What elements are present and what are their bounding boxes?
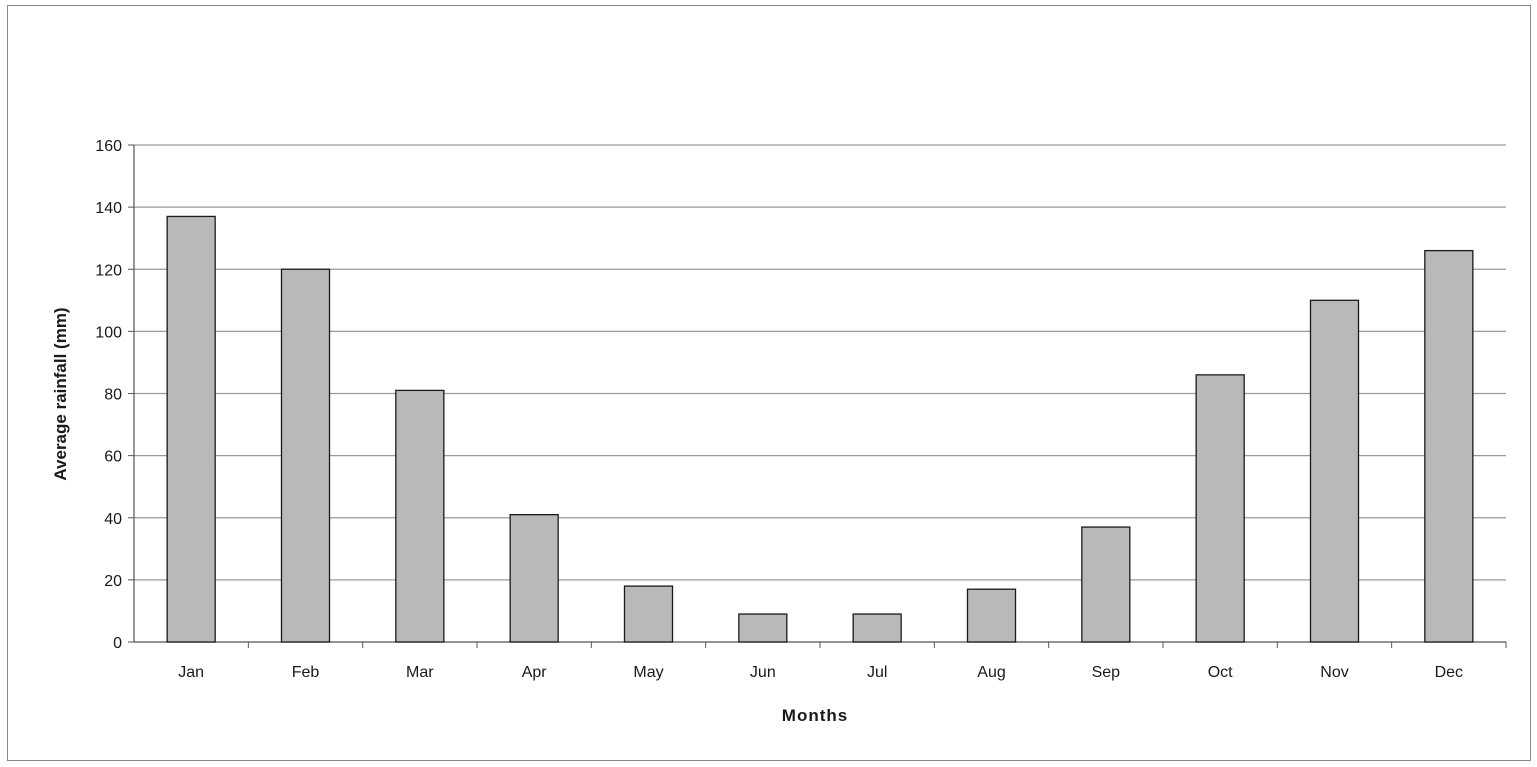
y-tick-label: 40 [104,511,122,528]
tick-labels: 0 20 40 60 80 100 120 140 160 Jan Feb Mar Apr May Jun J… [95,138,1463,681]
x-tick-label: Jul [867,664,887,681]
x-axis-title: Months [782,706,848,725]
x-tick-label: Sep [1092,664,1121,681]
x-tick-label: Jun [750,664,776,681]
y-tick-label: 120 [95,262,122,279]
x-tick-label: Jan [178,664,204,681]
y-tick-label: 20 [104,573,122,590]
y-tick-label: 60 [104,449,122,466]
y-tick-label: 100 [95,324,122,341]
bar-aug [966,588,1017,643]
y-tick-label: 160 [95,138,122,155]
bar-jan [166,215,216,643]
bar-apr [509,513,559,643]
y-axis-title: Average rainfall (mm) [51,307,70,480]
axes [128,144,1507,648]
bar-may [623,585,674,643]
bar-sep [1081,526,1131,643]
x-tick-label: Oct [1208,664,1233,681]
x-tick-label: Apr [522,664,548,681]
x-tick-label: Aug [977,664,1005,681]
x-tick-label: Dec [1435,664,1463,681]
bar-oct [1195,374,1245,643]
y-tick-label: 80 [104,387,122,404]
bar-mar [395,389,445,643]
x-tick-label: May [633,664,663,681]
bar-jul [852,613,902,643]
x-tick-label: Nov [1320,664,1348,681]
bars [166,215,1474,643]
bar-feb [280,268,331,643]
x-tick-label: Feb [292,664,320,681]
y-tick-label: 140 [95,200,122,217]
bar-dec [1424,249,1474,643]
bar-jun [738,613,788,643]
gridlines [134,144,1506,581]
x-tick-label: Mar [406,664,434,681]
y-tick-label: 0 [113,635,122,652]
bar-nov [1309,299,1360,643]
